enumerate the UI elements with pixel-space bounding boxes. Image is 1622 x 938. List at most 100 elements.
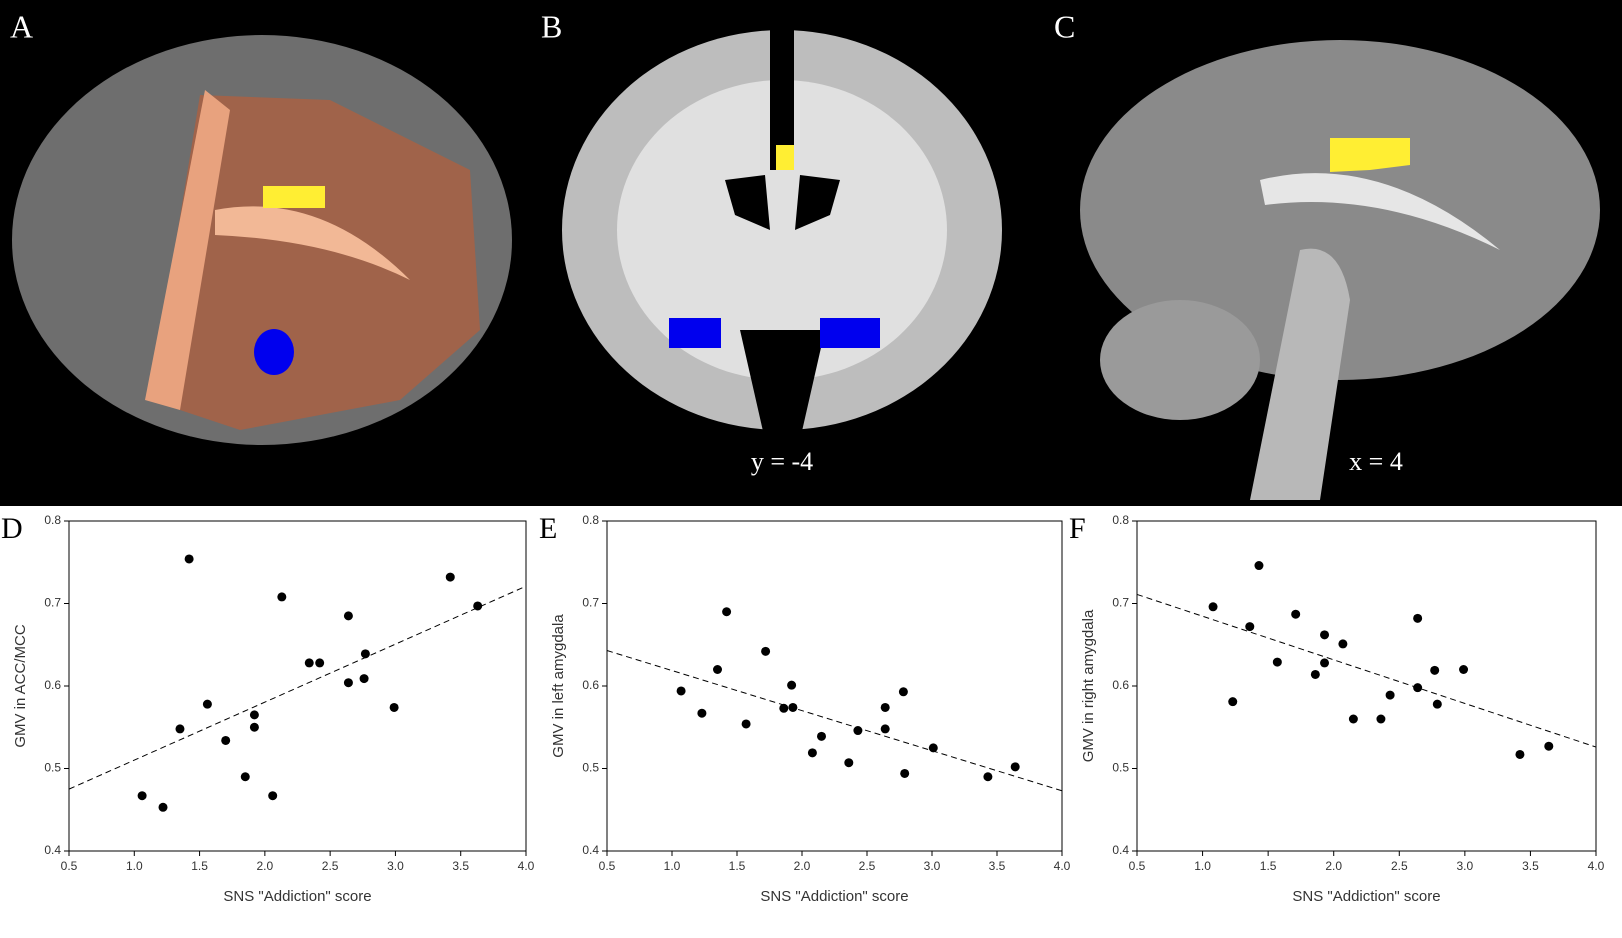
- callosum: [1260, 173, 1500, 250]
- data-point: [880, 702, 890, 712]
- y-tick-label: 0.4: [1112, 843, 1129, 857]
- x-tick-label: 1.0: [664, 859, 681, 873]
- brain-cut-plane: [145, 90, 230, 410]
- trend-line: [606, 650, 1063, 792]
- panel-label: D: [1, 512, 23, 545]
- x-tick-label: 1.5: [729, 859, 746, 873]
- y-tick-label: 0.7: [1112, 596, 1129, 610]
- x-tick-label: 4.0: [518, 859, 535, 873]
- data-point: [697, 708, 707, 718]
- y-axis-label: GMV in ACC/MCC: [12, 624, 29, 748]
- brainstem: [1250, 248, 1350, 500]
- data-point: [249, 710, 259, 720]
- panel-label: C: [1054, 8, 1075, 44]
- x-tick-label: 3.5: [989, 859, 1006, 873]
- x-tick-label: 2.5: [322, 859, 339, 873]
- y-tick-label: 0.8: [582, 513, 599, 527]
- x-tick-label: 2.0: [1325, 859, 1342, 873]
- x-tick-label: 0.5: [61, 859, 78, 873]
- plot-frame: [606, 520, 1063, 852]
- plot-frame: [68, 520, 527, 852]
- x-tick-label: 0.5: [599, 859, 616, 873]
- x-axis-label: SNS "Addiction" score: [1292, 888, 1440, 905]
- panel-label: E: [539, 512, 557, 545]
- x-tick-label: 1.0: [126, 859, 143, 873]
- slice-annotation: y = -4: [751, 447, 813, 476]
- data-point: [137, 791, 147, 801]
- data-point: [1413, 613, 1423, 623]
- data-point: [445, 572, 455, 582]
- cluster-blue: [820, 318, 880, 348]
- y-tick-label: 0.8: [44, 513, 61, 527]
- trend-line: [68, 585, 527, 790]
- data-point: [343, 678, 353, 688]
- data-point: [1430, 665, 1440, 675]
- data-point: [158, 802, 168, 812]
- data-point: [1432, 699, 1442, 709]
- data-point: [277, 592, 287, 602]
- cluster-yellow: [263, 186, 325, 208]
- data-point: [1310, 669, 1320, 679]
- data-point: [779, 703, 789, 713]
- data-point: [221, 735, 231, 745]
- data-point: [713, 665, 722, 674]
- y-axis-label: GMV in right amygdala: [1080, 609, 1097, 762]
- x-tick-label: 1.5: [1260, 859, 1277, 873]
- data-point: [983, 772, 993, 782]
- data-point: [1348, 714, 1358, 724]
- cerebellum: [1100, 300, 1260, 420]
- data-point: [315, 658, 325, 668]
- y-tick-label: 0.6: [1112, 678, 1129, 692]
- x-tick-label: 3.0: [1457, 859, 1474, 873]
- callosum: [215, 206, 410, 280]
- x-tick-label: 3.5: [452, 859, 469, 873]
- data-point: [676, 686, 686, 696]
- data-point: [1515, 749, 1525, 759]
- panel-label: F: [1069, 512, 1086, 545]
- data-point: [844, 758, 854, 768]
- data-point: [928, 743, 938, 753]
- brain-cut: [150, 95, 480, 430]
- data-point: [1544, 741, 1554, 751]
- data-point: [817, 731, 826, 741]
- x-tick-label: 2.5: [1391, 859, 1408, 873]
- data-point: [473, 601, 483, 611]
- cluster-blue: [669, 318, 721, 348]
- x-tick-label: 0.5: [1129, 859, 1146, 873]
- trend-line: [1136, 593, 1597, 748]
- data-point: [1208, 602, 1218, 612]
- white-matter: [617, 80, 947, 380]
- data-point: [1254, 561, 1264, 571]
- slice-annotation: x = 4: [1349, 447, 1403, 476]
- data-point: [304, 658, 314, 668]
- data-point: [1320, 630, 1330, 640]
- ventricles: [725, 175, 840, 230]
- data-point: [761, 646, 771, 656]
- data-point: [1459, 665, 1469, 674]
- data-point: [741, 719, 751, 729]
- data-point: [359, 674, 369, 684]
- x-tick-label: 3.0: [924, 859, 941, 873]
- cluster-yellow: [776, 145, 794, 170]
- data-point: [1245, 622, 1255, 632]
- x-tick-label: 2.0: [794, 859, 811, 873]
- y-tick-label: 0.4: [582, 843, 599, 857]
- data-point: [249, 722, 259, 732]
- y-tick-label: 0.6: [582, 678, 599, 692]
- data-point: [1272, 657, 1282, 667]
- x-tick-label: 4.0: [1588, 859, 1605, 873]
- y-tick-label: 0.8: [1112, 513, 1129, 527]
- data-point: [240, 772, 250, 782]
- y-tick-label: 0.7: [44, 596, 61, 610]
- y-tick-label: 0.4: [44, 843, 61, 857]
- data-point: [1228, 697, 1238, 707]
- data-point: [787, 680, 797, 690]
- y-axis-label: GMV in left amygdala: [550, 614, 567, 758]
- data-point: [389, 702, 399, 712]
- y-tick-label: 0.6: [44, 678, 61, 692]
- x-tick-label: 2.0: [257, 859, 274, 873]
- data-point: [343, 611, 353, 621]
- data-point: [807, 748, 817, 758]
